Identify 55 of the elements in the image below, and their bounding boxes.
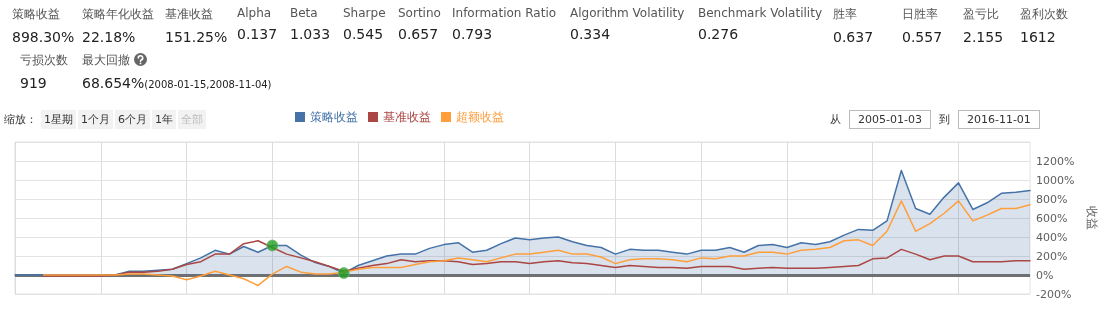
text: 从 xyxy=(830,113,841,126)
text: 22.18% xyxy=(82,29,136,45)
zoom-button[interactable]: 1个月 xyxy=(78,110,113,129)
line-series xyxy=(42,200,1031,287)
y-tick-label: 400% xyxy=(1036,230,1068,244)
category-label: Information Ratio xyxy=(452,6,557,20)
y-tick-label: -200% xyxy=(1036,287,1072,301)
text: 898.30% xyxy=(12,29,75,45)
text: 2.155 xyxy=(963,29,1004,45)
y-tick-label: 600% xyxy=(1036,211,1068,225)
category-label: 亏损次数 xyxy=(20,52,68,69)
y-tick-label: 1200% xyxy=(1036,154,1075,168)
text: 到 xyxy=(938,113,950,126)
y-tick-label: 0% xyxy=(1036,268,1054,282)
category-label: 胜率 xyxy=(833,6,858,23)
date-field[interactable]: 2016-11-01 xyxy=(957,110,1040,129)
category-label: Alpha xyxy=(237,6,273,20)
date-field[interactable]: 2005-01-03 xyxy=(849,110,931,129)
category-label: 盈利次数 xyxy=(1020,6,1068,23)
text: 缩放： xyxy=(4,113,37,126)
category-label: Beta xyxy=(290,6,319,20)
y-tick-label: 800% xyxy=(1036,192,1068,206)
text: 0.276 xyxy=(698,26,739,42)
zoom-button[interactable]: 6个月 xyxy=(115,110,150,129)
category-label: 基准收益 xyxy=(165,6,214,23)
text: 1.033 xyxy=(290,26,331,42)
text: 0.793 xyxy=(452,26,493,42)
legend-label: 策略收益 xyxy=(310,110,358,124)
text: 0.557 xyxy=(902,29,943,45)
text: (2008-01-15,2008-11-04) xyxy=(144,79,272,90)
text: 0.657 xyxy=(398,26,439,42)
text: 1612 xyxy=(1020,29,1056,45)
zoom-button[interactable]: 1星期 xyxy=(41,110,76,129)
text: 151.25% xyxy=(165,29,228,45)
text: 0.137 xyxy=(237,26,278,42)
category-label: Algorithm Volatility xyxy=(570,6,685,20)
text: 919 xyxy=(20,75,47,91)
text: 0.545 xyxy=(343,26,384,42)
zoom-button[interactable]: 1年 xyxy=(152,110,176,129)
legend-label: 基准收益 xyxy=(383,110,431,124)
category-label: 策略年化收益 xyxy=(82,6,154,23)
category-label: Sharpe xyxy=(343,6,386,20)
category-label: Sortino xyxy=(398,6,441,20)
text: 0.637 xyxy=(833,29,874,45)
y-axis-title: 收益 xyxy=(1085,206,1099,230)
category-label: 日胜率 xyxy=(902,6,939,23)
text: 68.654% xyxy=(82,75,145,91)
legend-label: 超额收益 xyxy=(456,110,504,124)
y-tick-label: 1000% xyxy=(1036,173,1075,187)
category-label: 最大回撤 xyxy=(82,52,131,69)
text: 0.334 xyxy=(570,26,611,42)
category-label: Benchmark Volatility xyxy=(698,6,822,20)
category-label: 盈亏比 xyxy=(963,6,1000,23)
category-label: 策略收益 xyxy=(12,6,61,23)
y-tick-label: 200% xyxy=(1036,249,1068,263)
